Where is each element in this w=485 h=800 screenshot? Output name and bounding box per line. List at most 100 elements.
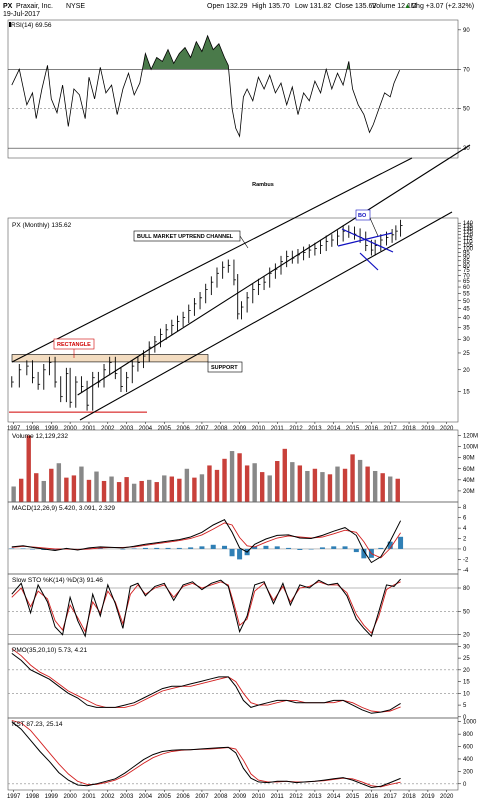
kst-x-axis-tick-label: 2008: [214, 794, 228, 800]
sto-panel-title: Slow STO %K(14) %D(3) 91.46: [12, 577, 103, 584]
price-panel-frame: [7, 217, 459, 423]
kst-axis-tick-label: 800: [463, 732, 474, 738]
volume-bar: [184, 468, 190, 502]
macd-histogram-bar: [131, 548, 137, 549]
macd-histogram-bar: [20, 548, 26, 549]
kst-axis-tick-label: 0: [463, 782, 467, 788]
volume-bar: [18, 478, 24, 502]
kst-x-axis-tick-label: 2017: [384, 794, 398, 800]
price-x-axis-tick-label: 2011: [271, 426, 285, 432]
volume-bar: [162, 475, 167, 502]
price-x-axis-tick-label: 2004: [139, 426, 153, 432]
macd-line: [11, 519, 402, 564]
kst-signal-line: [11, 720, 401, 788]
volume-bar: [116, 482, 122, 502]
volume-axis-tick-label: 120M: [463, 434, 478, 440]
volume-bar: [372, 470, 378, 502]
triangle-lower-line: [337, 232, 393, 247]
macd-axis-tick-label: 6: [463, 516, 467, 522]
volume-bar: [147, 479, 152, 502]
macd-histogram-bar: [210, 544, 216, 549]
volume-bar: [290, 462, 295, 502]
kst-x-axis-tick-label: 2016: [365, 794, 379, 800]
bo-label-box: [355, 209, 371, 221]
header-low: Low 131.82: [295, 3, 331, 10]
price-x-axis-tick-label: 2016: [365, 426, 379, 432]
price-axis-tick-label: 85: [463, 259, 470, 265]
kst-axis-tick-label: 600: [463, 745, 474, 751]
macd-histogram-bar: [378, 547, 384, 549]
pmo-axis-tick-label: 0: [463, 715, 467, 721]
volume-bar: [252, 463, 257, 502]
volume-bar: [267, 475, 272, 502]
volume-bar: [177, 478, 182, 502]
support-label-box: [207, 361, 243, 373]
pmo-axis-tick-label: 5: [463, 703, 467, 709]
price-x-axis-tick-label: 2018: [402, 426, 416, 432]
volume-bar: [229, 451, 235, 502]
price-axis-tick-label: 15: [463, 389, 470, 395]
macd-histogram-bar: [361, 548, 367, 559]
macd-histogram-bar: [154, 547, 160, 549]
rsi-series-line: [11, 34, 400, 138]
macd-histogram-bar: [188, 547, 194, 549]
volume-bar: [86, 479, 92, 502]
volume-bar: [109, 476, 114, 502]
volume-bar: [49, 468, 54, 502]
pmo-axis-tick-label: 10: [463, 691, 470, 697]
kst-panel-title: KST 87.23, 25.14: [12, 721, 63, 728]
price-axis-tick-label: 40: [463, 316, 470, 322]
volume-bar: [79, 466, 84, 502]
volume-bar: [312, 468, 318, 502]
kst-x-axis-tick-label: 2015: [346, 794, 360, 800]
macd-axis-tick-label: 8: [463, 505, 467, 511]
volume-bar: [192, 477, 197, 502]
price-x-axis-tick-label: 2019: [421, 426, 435, 432]
price-axis-tick-label: 60: [463, 285, 470, 291]
pmo-line: [11, 652, 401, 714]
volume-bar: [342, 468, 348, 502]
triangle-upper-line: [341, 228, 394, 253]
price-axis-tick-label: 120: [463, 233, 474, 239]
macd-axis-tick-label: -2: [463, 557, 469, 563]
volume-bar: [395, 478, 400, 502]
kst-x-axis-tick-label: 2004: [139, 794, 153, 800]
kst-x-axis-tick-label: 1998: [26, 794, 40, 800]
macd-histogram-bar: [97, 547, 103, 549]
header-symbol: PX: [3, 3, 13, 10]
kst-panel-frame: [7, 717, 459, 791]
macd-histogram-bar: [222, 545, 228, 549]
price-x-axis-tick-label: 1998: [26, 426, 40, 432]
price-axis-tick-label: 80: [463, 263, 470, 269]
macd-histogram-bar: [353, 548, 359, 553]
volume-bar: [154, 482, 159, 502]
macd-panel-title: MACD(12,26,9) 5.420, 3.091, 2.329: [12, 505, 115, 512]
header-company: Praxair, Inc.: [16, 3, 53, 10]
macd-histogram-bar: [308, 548, 314, 550]
kst-x-axis-tick-label: 2007: [195, 794, 209, 800]
header-high: High 135.70: [252, 3, 290, 10]
macd-histogram-bar: [229, 548, 235, 557]
pmo-axis-tick-label: 25: [463, 656, 470, 662]
price-axis-tick-label: 70: [463, 273, 470, 279]
kst-x-axis-tick-label: 2005: [158, 794, 172, 800]
channel-upper-line-2: [11, 157, 413, 363]
triangle-breakdown-line: [359, 252, 379, 271]
macd-axis-tick-label: -4: [463, 568, 469, 574]
kst-axis-tick-label: 200: [463, 769, 474, 775]
channel-lower-line: [79, 211, 453, 421]
volume-bar: [297, 465, 303, 502]
kst-x-axis-tick-label: 2020: [440, 794, 454, 800]
channel-label-pointer: [239, 235, 249, 249]
macd-histogram-bar: [237, 548, 243, 560]
kst-x-axis-tick-label: 2010: [252, 794, 266, 800]
price-x-axis-tick-label: 2015: [346, 426, 360, 432]
kst-x-axis-tick-label: 2001: [82, 794, 96, 800]
price-x-axis-tick-label: 2020: [440, 426, 454, 432]
volume-bar: [214, 469, 220, 502]
kst-x-axis-tick-label: 2003: [120, 794, 134, 800]
volume-bar: [139, 480, 144, 502]
price-x-axis-tick-label: 2007: [195, 426, 209, 432]
sto-axis-tick-label: 20: [463, 633, 470, 639]
